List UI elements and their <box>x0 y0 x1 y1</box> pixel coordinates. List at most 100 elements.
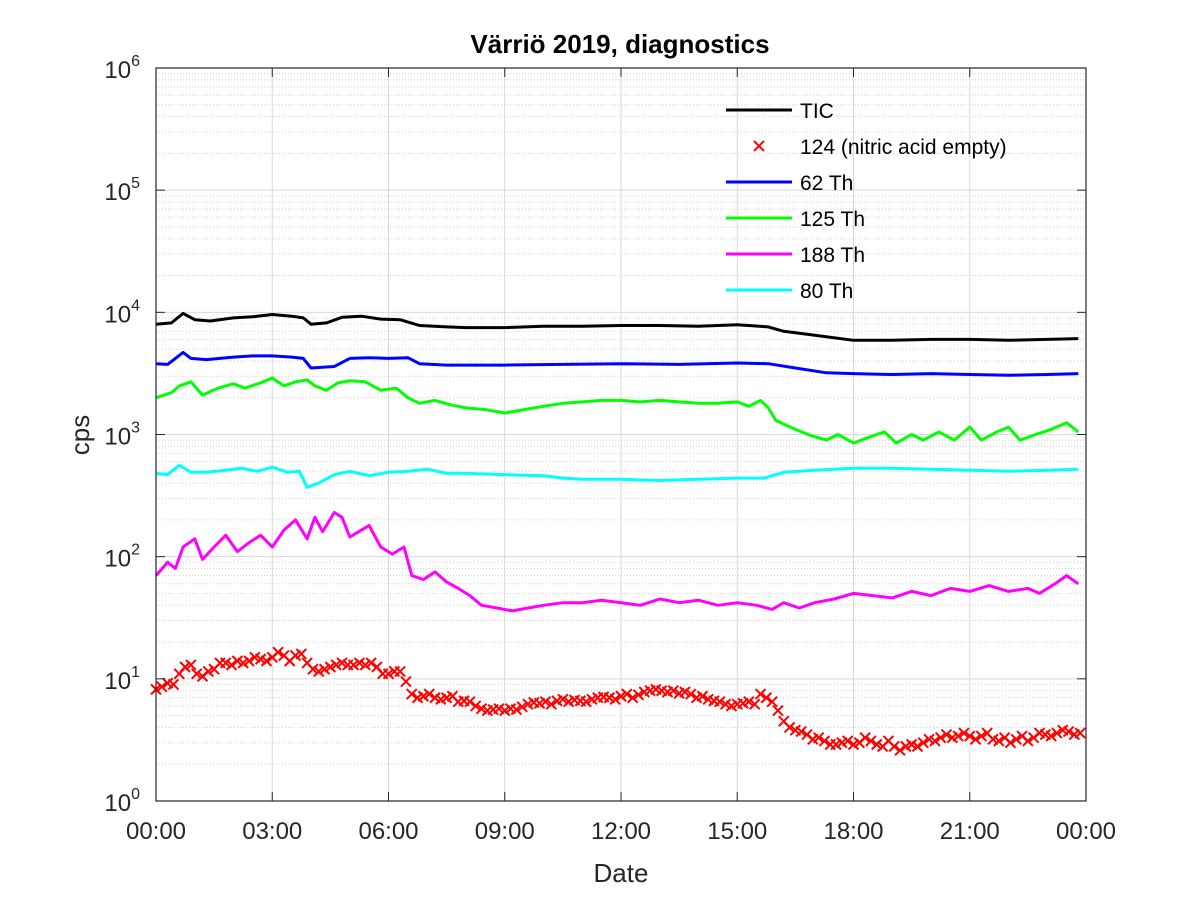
y-tick-label: 106 <box>104 53 140 84</box>
x-tick-label: 00:00 <box>126 818 186 845</box>
data-point-marker <box>632 689 645 701</box>
data-point-marker <box>190 668 203 680</box>
x-tick-label: 06:00 <box>358 818 418 845</box>
data-point-marker <box>545 698 557 710</box>
data-point-marker <box>952 730 964 742</box>
data-point-marker <box>156 681 168 693</box>
data-point-marker <box>964 730 976 742</box>
x-tick-label: 09:00 <box>475 818 535 845</box>
data-point-marker <box>1010 733 1022 745</box>
data-point-marker <box>394 665 406 678</box>
data-point-marker <box>400 675 412 688</box>
data-point-marker <box>516 701 528 713</box>
series-1 <box>155 311 1079 342</box>
x-axis-label: Date <box>594 858 649 888</box>
data-point-marker <box>795 725 807 738</box>
y-tick-label: 104 <box>104 297 140 328</box>
y-tick-label: 105 <box>104 175 140 206</box>
legend-swatch <box>753 140 765 152</box>
data-point-marker <box>940 728 953 741</box>
data-point-marker <box>185 659 197 671</box>
data-point-marker <box>783 721 796 734</box>
legend-label: 188 Th <box>800 244 865 267</box>
data-point-marker <box>865 735 877 747</box>
data-point-marker <box>772 704 784 717</box>
data-point-marker <box>167 678 180 691</box>
data-point-marker <box>760 692 773 704</box>
series-5 <box>154 511 1080 613</box>
legend-label: 125 Th <box>800 208 865 231</box>
data-point-marker <box>365 657 377 669</box>
data-point-marker <box>626 692 639 704</box>
data-point-marker <box>464 695 476 708</box>
series-line <box>155 463 1079 489</box>
data-point-marker <box>382 668 395 680</box>
legend-label: 124 (nitric acid empty) <box>800 136 1007 159</box>
data-point-marker <box>969 733 982 745</box>
data-point-marker <box>993 735 1005 747</box>
data-point-marker <box>243 655 255 667</box>
data-point-marker <box>766 695 778 708</box>
data-point-marker <box>685 688 697 700</box>
data-point-marker <box>958 727 970 739</box>
data-point-marker <box>743 695 755 708</box>
data-point-marker <box>754 688 767 700</box>
data-point-marker <box>888 740 900 753</box>
data-point-marker <box>580 695 592 708</box>
y-tick-label: 103 <box>104 420 140 451</box>
data-point-marker <box>1004 737 1017 749</box>
y-tick-label: 100 <box>104 786 140 817</box>
data-point-marker <box>539 695 552 708</box>
y-axis-label: cps <box>65 415 95 455</box>
x-tick-label: 18:00 <box>823 818 883 845</box>
series-4 <box>155 376 1080 445</box>
legend-label: 80 Th <box>800 280 853 303</box>
data-point-marker <box>621 688 633 700</box>
x-tick-label: 03:00 <box>242 818 302 845</box>
data-point-marker <box>859 731 871 744</box>
series-layer <box>150 311 1086 757</box>
x-tick-label: 00:00 <box>1056 818 1116 845</box>
data-point-marker <box>748 698 761 710</box>
data-point-marker <box>911 740 924 753</box>
chart-title: Värriö 2019, diagnostics <box>470 29 769 59</box>
data-point-marker <box>841 735 854 747</box>
series-line <box>155 311 1079 342</box>
y-tick-label: 102 <box>104 542 140 573</box>
data-point-marker <box>714 695 726 708</box>
data-point-marker <box>929 735 941 747</box>
data-point-marker <box>260 655 273 667</box>
series-line <box>155 376 1080 445</box>
data-point-marker <box>225 659 238 671</box>
x-tick-label: 12:00 <box>591 818 651 845</box>
data-point-marker <box>1074 727 1086 739</box>
data-point-marker <box>1022 735 1034 747</box>
data-point-marker <box>510 703 523 716</box>
axes: 00:00 03:00 06:00 09:00 12:00 15:00 18:00 21:00… <box>104 53 1116 845</box>
data-point-marker <box>1062 725 1075 738</box>
data-point-marker <box>557 693 569 706</box>
y-tick-label: 101 <box>104 664 140 695</box>
data-point-marker <box>469 700 482 712</box>
legend-label: TIC <box>800 100 834 123</box>
series-3 <box>155 350 1079 377</box>
data-point-marker <box>917 737 929 749</box>
data-point-marker <box>667 684 680 697</box>
data-point-marker <box>423 688 435 700</box>
x-tick-label: 21:00 <box>940 818 1000 845</box>
data-point-marker <box>696 690 709 702</box>
grid <box>156 68 1086 801</box>
data-point-marker <box>818 735 831 747</box>
data-point-marker <box>1045 730 1057 742</box>
series-2 <box>150 646 1086 757</box>
series-line <box>154 511 1080 613</box>
series-6 <box>155 463 1079 489</box>
legend: TIC 124 (nitric acid empty) 62 Th 125 Th 188… <box>726 100 1007 303</box>
data-point-marker <box>295 648 308 660</box>
data-point-marker <box>894 744 906 757</box>
data-point-marker <box>812 731 825 744</box>
series-line <box>155 350 1079 377</box>
data-point-marker <box>609 693 621 706</box>
x-tick-label: 15:00 <box>707 818 767 845</box>
